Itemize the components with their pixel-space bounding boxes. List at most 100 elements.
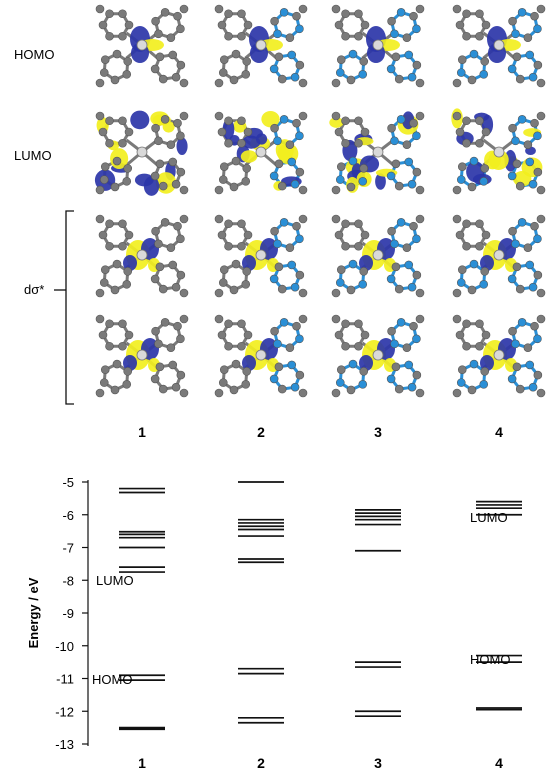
atom xyxy=(292,118,301,128)
metal-atom xyxy=(493,349,505,361)
atom xyxy=(273,29,282,39)
atom xyxy=(171,282,181,292)
atom xyxy=(298,288,308,298)
atom xyxy=(176,167,186,177)
atom xyxy=(98,330,108,340)
atom xyxy=(512,159,522,169)
atom xyxy=(331,111,341,121)
atom xyxy=(287,260,297,270)
atom xyxy=(150,374,160,384)
atom xyxy=(508,326,517,336)
atom xyxy=(150,64,160,74)
orbital-image xyxy=(214,111,308,195)
atom xyxy=(360,230,370,240)
atom xyxy=(456,278,466,287)
atom xyxy=(292,11,301,21)
atom xyxy=(536,4,546,14)
orbital-image xyxy=(214,4,308,88)
atom xyxy=(475,341,484,351)
atom xyxy=(270,326,279,336)
atom xyxy=(452,288,462,298)
atom xyxy=(99,68,109,77)
atom xyxy=(155,52,165,62)
atom xyxy=(173,11,182,21)
atom xyxy=(295,60,305,70)
atom xyxy=(412,60,422,70)
atom xyxy=(274,362,284,372)
atom xyxy=(95,288,105,298)
atom xyxy=(224,241,233,251)
atom xyxy=(412,24,421,34)
orbital-image xyxy=(214,314,308,398)
atom xyxy=(481,230,491,240)
atom xyxy=(168,157,178,167)
atom xyxy=(295,370,305,380)
atom xyxy=(273,136,282,146)
atom xyxy=(243,20,253,30)
atom xyxy=(217,20,227,30)
atom xyxy=(123,267,133,276)
atom xyxy=(290,72,300,82)
atom xyxy=(150,274,160,284)
panel-column-label-1: 1 xyxy=(138,424,146,440)
atom xyxy=(160,318,170,327)
atom xyxy=(176,370,186,380)
atom xyxy=(341,341,350,351)
atom xyxy=(354,241,363,251)
atom xyxy=(525,360,535,370)
atom xyxy=(360,20,370,30)
atom xyxy=(336,265,346,274)
atom xyxy=(118,9,127,19)
atom xyxy=(481,20,491,30)
atom xyxy=(241,380,251,389)
atom xyxy=(481,127,491,137)
atom xyxy=(219,162,229,171)
orbital-image xyxy=(452,314,546,398)
atom xyxy=(295,334,304,344)
orbital-lobe xyxy=(480,355,494,371)
y-tick-label: -13 xyxy=(55,737,74,752)
atom xyxy=(151,326,160,336)
atom xyxy=(241,70,251,79)
atom xyxy=(415,111,425,121)
atom xyxy=(105,31,114,41)
atom xyxy=(124,330,134,340)
atom xyxy=(105,138,114,148)
atom xyxy=(354,31,363,41)
atom xyxy=(269,171,279,181)
row-label-homo: HOMO xyxy=(14,47,54,62)
atom xyxy=(469,156,479,166)
atom xyxy=(525,260,535,270)
atom xyxy=(409,11,418,21)
atom xyxy=(118,319,127,329)
atom xyxy=(533,234,542,244)
orbital-image xyxy=(331,314,425,398)
atom xyxy=(348,259,358,269)
homo-label-left: HOMO xyxy=(92,672,132,687)
atom xyxy=(533,370,543,380)
lumo-label-right: LUMO xyxy=(470,510,508,525)
atom xyxy=(155,362,165,372)
atom xyxy=(237,219,246,229)
atom xyxy=(341,9,350,19)
atom xyxy=(390,29,399,39)
atom xyxy=(237,116,246,126)
atom xyxy=(168,260,178,270)
atom xyxy=(118,138,127,148)
atom xyxy=(467,182,477,192)
atom xyxy=(528,179,538,189)
orbital-lobe xyxy=(162,121,175,133)
atom xyxy=(179,4,189,14)
atom xyxy=(229,385,239,395)
atom xyxy=(515,181,525,191)
atom xyxy=(179,185,189,195)
atom xyxy=(415,314,425,324)
atom xyxy=(98,127,108,137)
atom xyxy=(217,230,227,240)
atom xyxy=(176,270,186,280)
y-tick-label: -9 xyxy=(62,606,74,621)
atom xyxy=(331,78,341,88)
atom xyxy=(481,330,491,340)
atom xyxy=(348,156,358,166)
